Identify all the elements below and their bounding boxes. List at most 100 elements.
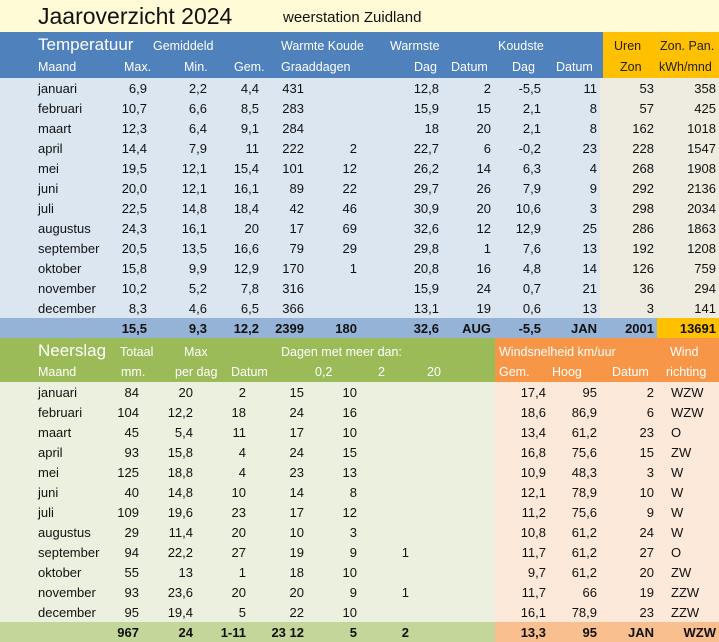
value-cell — [307, 298, 360, 318]
value-cell: 16,1 — [495, 602, 549, 622]
value-cell: 14,4 — [110, 138, 150, 158]
value-cell: 42 — [262, 198, 307, 218]
table-row: augustus 24,3 16,1 20 17 69 32,6 12 12,9 25 286 186… — [0, 218, 719, 238]
total-cell: 2001 — [600, 318, 657, 338]
value-cell: 283 — [262, 98, 307, 118]
table-row: augustus 29 11,4 20 10 3 10,8 61,2 24 W — [0, 522, 719, 542]
value-cell: 12,1 — [150, 178, 210, 198]
value-cell: 95 — [110, 602, 142, 622]
value-cell: ZW — [657, 562, 719, 582]
value-cell: 29,7 — [360, 178, 442, 198]
table-row: juni 20,0 12,1 16,1 89 22 29,7 26 7,9 9 292 2136 — [0, 178, 719, 198]
value-cell: 15 — [249, 382, 307, 402]
month-cell: april — [0, 138, 110, 158]
value-cell: 7,9 — [494, 178, 544, 198]
value-cell: 46 — [307, 198, 360, 218]
table-row: september 20,5 13,5 16,6 79 29 29,8 1 7,6 13 192 12… — [0, 238, 719, 258]
value-cell: 2 — [307, 138, 360, 158]
header-month: Maand — [38, 60, 77, 74]
value-cell: 18 — [249, 562, 307, 582]
value-cell: 20 — [600, 562, 657, 582]
value-cell: 20 — [442, 118, 494, 138]
value-cell: 79 — [262, 238, 307, 258]
value-cell: 17 — [262, 218, 307, 238]
value-cell: 10 — [196, 482, 249, 502]
total-row: 15,5 9,3 12,2 2399 180 32,6 AUG -5,5 JAN 2001 1369… — [0, 318, 719, 338]
month-cell: juni — [0, 482, 110, 502]
total-cell: 24 — [142, 622, 196, 642]
value-cell: 29 — [110, 522, 142, 542]
month-cell: juni — [0, 178, 110, 198]
month-cell: december — [0, 298, 110, 318]
value-cell — [360, 402, 412, 422]
value-cell: 89 — [262, 178, 307, 198]
header-2: 2 — [378, 365, 385, 379]
value-cell — [360, 482, 412, 502]
value-cell: 61,2 — [549, 522, 600, 542]
value-cell: ZZW — [657, 602, 719, 622]
table-row: januari 6,9 2,2 4,4 431 12,8 2 -5,5 11 53 358 — [0, 78, 719, 98]
header-kwh: kWh/mnd — [659, 60, 712, 74]
month-cell: augustus — [0, 522, 110, 542]
value-cell: 20 — [210, 218, 262, 238]
value-cell: 16 — [442, 258, 494, 278]
value-cell: 22 — [249, 602, 307, 622]
month-cell: november — [0, 582, 110, 602]
value-cell: 22,7 — [360, 138, 442, 158]
value-cell: 16,1 — [210, 178, 262, 198]
value-cell: 2,1 — [494, 118, 544, 138]
value-cell: 21 — [544, 278, 600, 298]
value-cell: 10,7 — [110, 98, 150, 118]
value-cell: 1 — [307, 258, 360, 278]
header-degree-days: Warmte Koude — [281, 39, 364, 53]
value-cell: 22,2 — [142, 542, 196, 562]
value-cell: WZW — [657, 382, 719, 402]
value-cell: 12,2 — [142, 402, 196, 422]
value-cell: 6,4 — [150, 118, 210, 138]
value-cell: W — [657, 482, 719, 502]
value-cell: 10,2 — [110, 278, 150, 298]
value-cell — [412, 602, 495, 622]
value-cell: 8 — [544, 98, 600, 118]
value-cell: 14,8 — [142, 482, 196, 502]
value-cell: 162 — [600, 118, 657, 138]
value-cell: 0,7 — [494, 278, 544, 298]
value-cell: 20,8 — [360, 258, 442, 278]
value-cell: 78,9 — [549, 602, 600, 622]
value-cell: 16,6 — [210, 238, 262, 258]
value-cell: 11 — [544, 78, 600, 98]
table-row: april 14,4 7,9 11 222 2 22,7 6 -0,2 23 228 1547 — [0, 138, 719, 158]
value-cell: 20 — [196, 522, 249, 542]
total-cell — [0, 318, 110, 338]
month-cell: oktober — [0, 562, 110, 582]
precipitation-header: Neerslag Totaal Max Dagen met meer dan: … — [0, 338, 719, 382]
header-gem: Gem. — [234, 60, 265, 74]
value-cell — [307, 278, 360, 298]
value-cell: 10,9 — [495, 462, 549, 482]
total-cell: 2399 — [262, 318, 307, 338]
value-cell: 14 — [544, 258, 600, 278]
value-cell — [412, 542, 495, 562]
value-cell: 15,9 — [360, 278, 442, 298]
total-cell: 95 — [549, 622, 600, 642]
value-cell: 14 — [249, 482, 307, 502]
total-cell: -5,5 — [494, 318, 544, 338]
value-cell: 18,4 — [210, 198, 262, 218]
value-cell: 17 — [249, 422, 307, 442]
value-cell: 3 — [600, 298, 657, 318]
value-cell: 18 — [360, 118, 442, 138]
value-cell: 9 — [544, 178, 600, 198]
value-cell — [360, 422, 412, 442]
value-cell — [412, 462, 495, 482]
value-cell — [412, 522, 495, 542]
value-cell: 75,6 — [549, 502, 600, 522]
value-cell: 23 — [544, 138, 600, 158]
value-cell — [360, 522, 412, 542]
table-row: oktober 55 13 1 18 10 9,7 61,2 20 ZW — [0, 562, 719, 582]
value-cell: 22,5 — [110, 198, 150, 218]
total-cell: 13691 — [657, 318, 719, 338]
value-cell: -0,2 — [494, 138, 544, 158]
table-row: oktober 15,8 9,9 12,9 170 1 20,8 16 4,8 14 126 759 — [0, 258, 719, 278]
value-cell: 5,4 — [142, 422, 196, 442]
